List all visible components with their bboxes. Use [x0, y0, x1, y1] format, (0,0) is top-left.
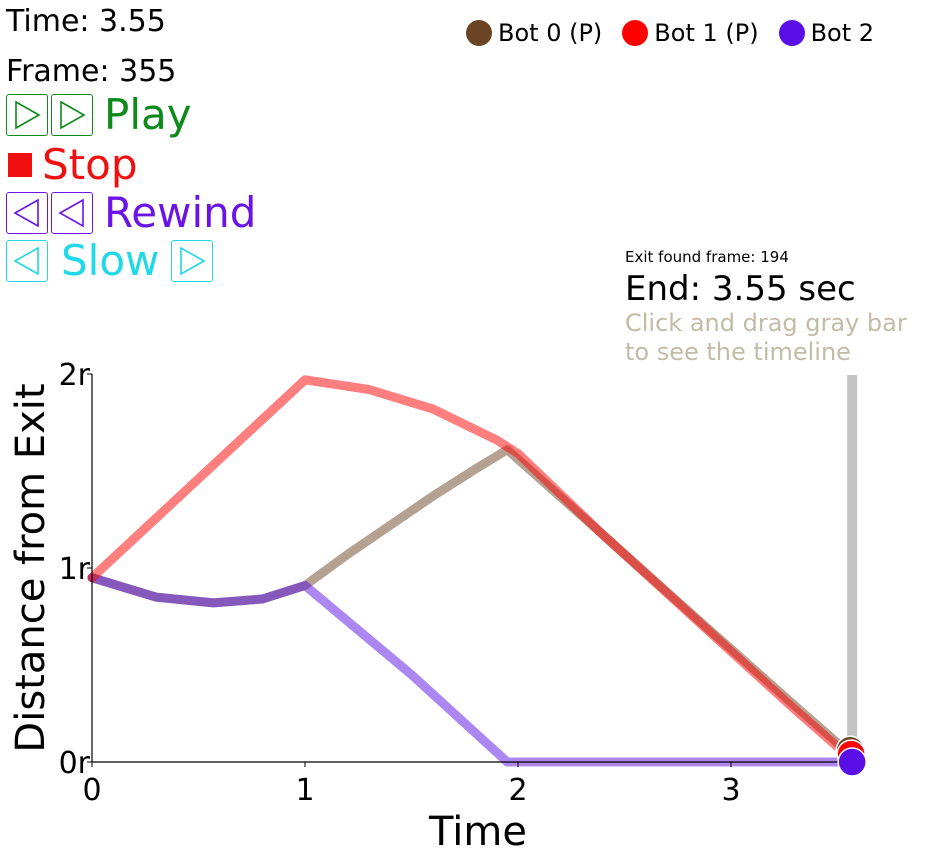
- play-label[interactable]: Play: [104, 90, 192, 139]
- end-time-note: End: 3.55 sec: [625, 269, 856, 309]
- rewind-icon[interactable]: [51, 192, 93, 234]
- play-icon[interactable]: [6, 94, 48, 136]
- legend-swatch-bot-0: [466, 20, 492, 46]
- frame-readout: Frame: 355: [6, 54, 177, 89]
- legend-item-bot-0: Bot 0 (P): [466, 18, 602, 48]
- y-tick-label: 0r: [59, 746, 91, 781]
- legend-swatch-bot-2: [778, 20, 805, 46]
- legend-label-bot-0: Bot 0 (P): [498, 19, 603, 47]
- slow-backward-icon[interactable]: [6, 240, 48, 282]
- legend-label-bot-1: Bot 1 (P): [654, 19, 759, 47]
- x-axis-title: Time: [428, 809, 527, 850]
- stop-control[interactable]: Stop: [6, 142, 137, 188]
- x-tick-label: 2: [508, 773, 527, 808]
- bot-2-position-marker: [837, 747, 867, 777]
- play-icon[interactable]: [51, 94, 93, 136]
- marker-layer: [835, 735, 867, 777]
- drag-hint-line-1: Click and drag gray bar: [625, 309, 907, 337]
- stop-label[interactable]: Stop: [42, 140, 138, 189]
- rewind-icon[interactable]: [6, 192, 48, 234]
- series-layer: [87, 375, 853, 767]
- legend: Bot 0 (P) Bot 1 (P) Bot 2: [466, 18, 894, 48]
- legend-label-bot-2: Bot 2: [810, 19, 875, 47]
- y-axis-title: Distance from Exit: [8, 383, 54, 752]
- series-line-bot-1: [87, 375, 853, 761]
- tick-layer: 0 1 2 3 0r 1r 2r: [59, 358, 741, 808]
- stop-icon[interactable]: [8, 153, 32, 177]
- slow-label: Slow: [61, 236, 160, 285]
- legend-swatch-bot-1: [622, 20, 649, 46]
- play-control[interactable]: Play: [6, 92, 192, 138]
- x-tick-label: 1: [295, 773, 314, 808]
- x-tick-label: 3: [721, 773, 740, 808]
- series-line-bot-2: [87, 573, 853, 767]
- exit-found-note: Exit found frame: 194: [625, 248, 789, 266]
- x-tick-label: 0: [82, 773, 101, 808]
- slow-forward-icon[interactable]: [171, 240, 214, 282]
- slow-control[interactable]: Slow: [6, 238, 216, 284]
- legend-item-bot-1: Bot 1 (P): [622, 18, 759, 48]
- drag-hint-line-2: to see the timeline: [625, 338, 851, 366]
- rewind-control[interactable]: Rewind: [6, 190, 256, 236]
- legend-item-bot-2: Bot 2: [778, 18, 875, 48]
- y-tick-label: 1r: [59, 552, 91, 587]
- rewind-label[interactable]: Rewind: [104, 188, 257, 237]
- y-tick-label: 2r: [59, 358, 91, 393]
- time-readout: Time: 3.55: [6, 4, 166, 39]
